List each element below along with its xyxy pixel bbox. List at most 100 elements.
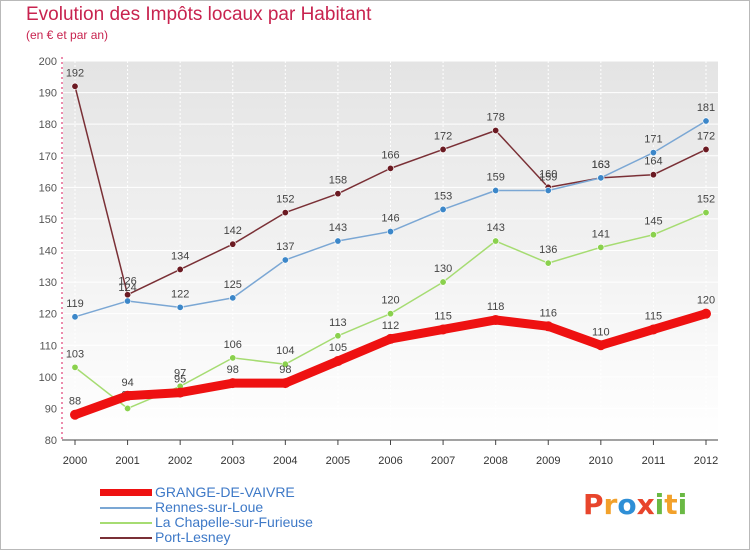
data-label: 124 — [118, 282, 136, 294]
data-label: 105 — [329, 342, 347, 354]
data-point — [281, 360, 289, 368]
logo-letter: x — [636, 488, 655, 521]
data-label: 126 — [118, 276, 136, 288]
data-point — [386, 164, 394, 172]
data-label: 152 — [697, 194, 715, 206]
data-label: 115 — [645, 310, 663, 322]
legend-label: Port-Lesney — [155, 529, 231, 545]
data-label: 110 — [592, 326, 610, 338]
logo-letter: o — [617, 488, 637, 521]
data-point — [70, 409, 80, 420]
legend-label: GRANGE-DE-VAIVRE — [155, 484, 295, 500]
data-point — [386, 310, 394, 318]
data-label: 166 — [381, 149, 399, 161]
data-point — [490, 314, 501, 325]
data-label: 143 — [329, 222, 347, 234]
data-label: 115 — [434, 310, 452, 322]
data-label: 103 — [66, 348, 84, 360]
data-label: 160 — [539, 168, 557, 180]
data-point — [385, 333, 396, 344]
data-label: 159 — [486, 171, 504, 183]
data-label: 120 — [381, 295, 399, 307]
data-point — [229, 294, 237, 302]
data-point — [439, 278, 447, 286]
y-tick-label: 80 — [45, 435, 57, 447]
data-point — [702, 145, 710, 153]
y-tick-label: 180 — [39, 119, 57, 131]
data-point — [438, 324, 449, 335]
data-point — [229, 354, 237, 362]
data-label: 104 — [276, 345, 294, 357]
data-point — [649, 149, 657, 157]
data-point — [597, 243, 605, 251]
y-tick-label: 110 — [39, 340, 57, 352]
data-point — [332, 356, 343, 367]
data-point — [544, 186, 552, 194]
logo-letter: r — [603, 488, 618, 521]
data-label: 163 — [592, 159, 610, 171]
y-tick-label: 170 — [39, 151, 57, 163]
data-point — [334, 190, 342, 198]
data-point — [492, 186, 500, 194]
data-point — [649, 231, 657, 239]
data-point — [386, 228, 394, 236]
x-tick-label: 2009 — [536, 455, 560, 467]
data-point — [71, 82, 79, 90]
data-point — [124, 297, 132, 305]
logo-letter: i — [654, 488, 665, 521]
data-point — [439, 205, 447, 213]
data-label: 152 — [276, 194, 294, 206]
x-tick-label: 2007 — [431, 455, 455, 467]
x-tick-label: 2002 — [168, 455, 192, 467]
data-point — [597, 174, 605, 182]
legend-swatch — [100, 507, 152, 509]
data-label: 178 — [486, 111, 504, 123]
data-label: 159 — [539, 171, 557, 183]
y-tick-label: 130 — [39, 277, 57, 289]
data-point — [439, 145, 447, 153]
x-tick-label: 2003 — [221, 455, 245, 467]
data-label: 122 — [171, 288, 189, 300]
proxiti-logo: Proxiti — [583, 488, 687, 521]
data-label: 125 — [224, 279, 242, 291]
data-label: 94 — [121, 377, 133, 389]
data-label: 143 — [486, 222, 504, 234]
data-point — [702, 209, 710, 217]
data-label: 172 — [434, 130, 452, 142]
legend-label: Rennes-sur-Loue — [155, 499, 264, 515]
data-label: 145 — [644, 216, 662, 228]
legend-label: La Chapelle-sur-Furieuse — [155, 514, 313, 530]
data-label: 106 — [224, 339, 242, 351]
data-label: 141 — [592, 228, 610, 240]
data-label: 158 — [329, 175, 347, 187]
data-point — [280, 378, 291, 389]
data-point — [227, 378, 238, 389]
logo-letter: t — [664, 488, 678, 521]
x-tick-label: 2004 — [273, 455, 297, 467]
data-label: 192 — [66, 67, 84, 79]
legend-swatch — [100, 522, 152, 524]
data-label: 113 — [329, 317, 347, 329]
y-tick-label: 200 — [39, 56, 57, 68]
x-tick-label: 2010 — [589, 455, 613, 467]
x-tick-label: 2001 — [115, 455, 139, 467]
data-point — [649, 171, 657, 179]
data-label: 153 — [434, 190, 452, 202]
data-point — [334, 237, 342, 245]
data-label: 118 — [487, 301, 505, 313]
data-point — [176, 265, 184, 273]
y-tick-label: 90 — [45, 403, 57, 415]
data-point — [492, 237, 500, 245]
data-label: 97 — [174, 367, 186, 379]
y-tick-label: 190 — [39, 88, 57, 100]
chart-title: Evolution des Impôts locaux par Habitant — [26, 4, 372, 25]
legend-swatch — [100, 537, 152, 539]
x-tick-label: 2000 — [63, 455, 87, 467]
data-point — [648, 324, 659, 335]
x-tick-label: 2011 — [642, 455, 666, 467]
y-tick-label: 140 — [39, 246, 57, 258]
data-label: 137 — [276, 241, 294, 253]
data-label: 134 — [171, 250, 189, 262]
data-point — [334, 332, 342, 340]
data-label: 171 — [644, 134, 662, 146]
